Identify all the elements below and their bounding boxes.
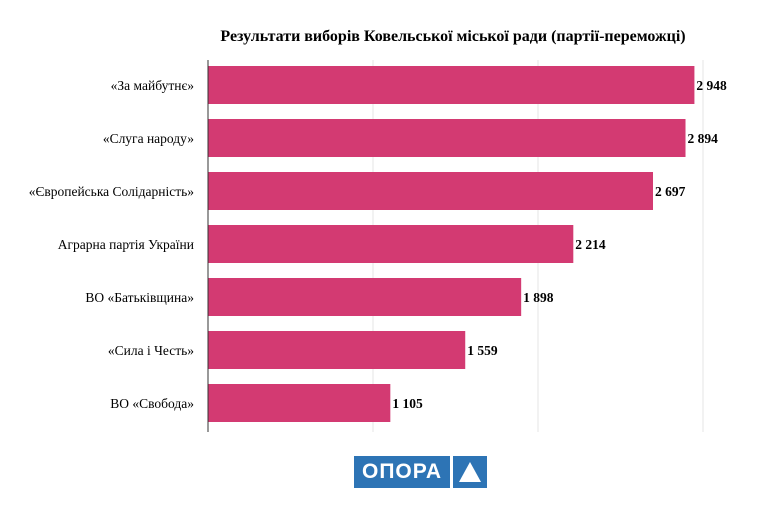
value-label-3: 2 697	[655, 184, 686, 199]
bar-4	[208, 225, 574, 263]
value-label-6: 1 559	[467, 343, 498, 358]
bar-5	[208, 278, 522, 316]
value-label-5: 1 898	[523, 290, 554, 305]
logo-text: ОПОРА	[354, 456, 451, 488]
value-label-1: 2 948	[696, 78, 727, 93]
bar-2	[208, 119, 686, 157]
bar-3	[208, 172, 654, 210]
category-label-1: «За майбутнє»	[111, 78, 194, 93]
category-label-3: «Європейська Солідарність»	[29, 184, 194, 199]
bars: «За майбутнє» 2 948 «Слуга народу» 2 894 «Єв…	[29, 66, 727, 422]
bar-6	[208, 331, 466, 369]
chart-title: Результати виборів Ковельської міської р…	[220, 28, 685, 45]
category-label-7: ВО «Свобода»	[110, 396, 194, 411]
category-label-2: «Слуга народу»	[103, 131, 194, 146]
value-label-4: 2 214	[575, 237, 606, 252]
triangle-icon	[453, 456, 488, 488]
value-label-2: 2 894	[688, 131, 719, 146]
opora-logo: ОПОРА	[354, 456, 488, 488]
category-label-6: «Сила і Честь»	[108, 343, 194, 358]
bar-1	[208, 66, 695, 104]
value-label-7: 1 105	[392, 396, 423, 411]
bar-7	[208, 384, 391, 422]
category-label-5: ВО «Батьківщина»	[85, 290, 194, 305]
category-label-4: Аграрна партія України	[58, 237, 194, 252]
